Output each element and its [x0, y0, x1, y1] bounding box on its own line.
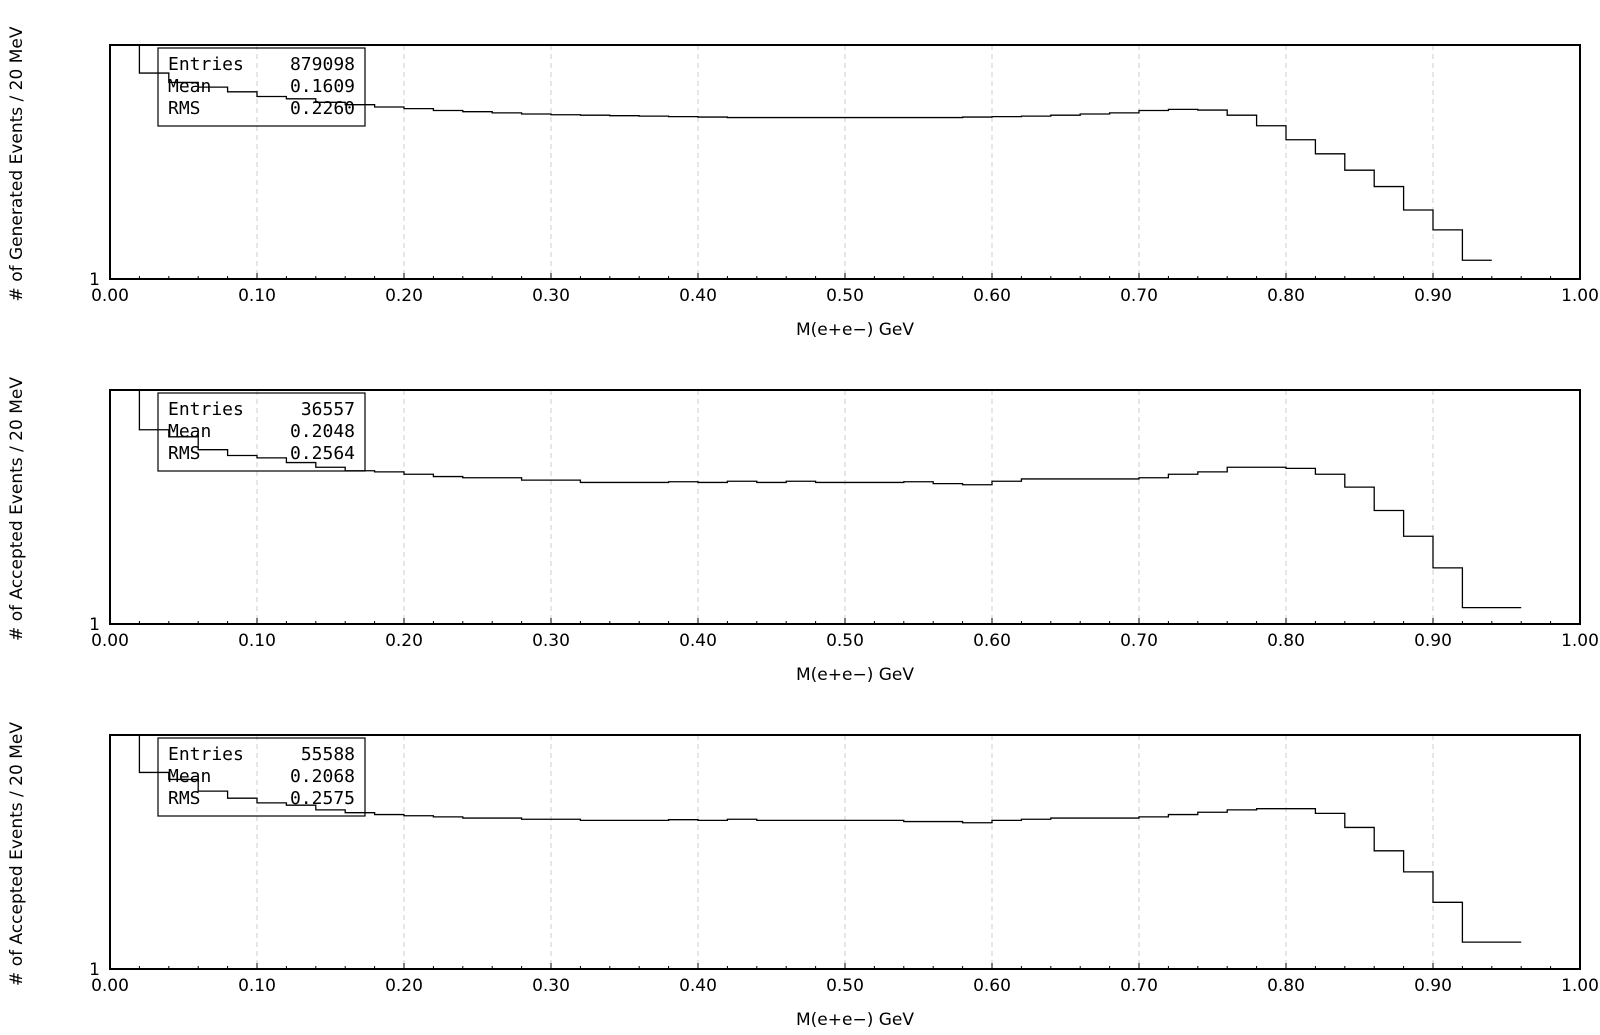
stats-label: RMS	[168, 98, 201, 119]
x-tick-label: 1.00	[1561, 976, 1599, 996]
x-tick-label: 0.20	[385, 631, 423, 651]
y-axis-label: # of Accepted Events / 20 MeV	[7, 722, 27, 986]
chart-panel-2: 0.00 0.10 0.20 0.30 0.40 0.50 0.60 0.70 0.80 0.90…	[7, 377, 1599, 685]
stats-box: Entries 879098 Mean 0.1609 RMS 0.2260	[157, 47, 366, 127]
x-tick-label: 1.00	[1561, 631, 1599, 651]
x-tick-label: 0.20	[385, 976, 423, 996]
x-tick-label: 0.50	[826, 286, 864, 306]
stats-value: 0.2260	[290, 98, 355, 119]
stats-value: 55588	[301, 744, 355, 765]
stats-value: 879098	[290, 54, 355, 75]
chart-panel-1: 0.00 0.10 0.20 0.30 0.40 0.50 0.60 0.70 0.80 0.90…	[7, 26, 1599, 340]
stats-value: 0.2048	[290, 421, 355, 442]
x-tick-label: 0.90	[1414, 631, 1452, 651]
x-tick-label: 0.60	[973, 631, 1011, 651]
stats-value: 0.1609	[290, 76, 355, 97]
x-tick-label: 0.40	[679, 976, 717, 996]
x-tick-label: 0.80	[1267, 976, 1305, 996]
x-tick-label: 0.30	[532, 286, 570, 306]
stats-box-frame	[157, 737, 366, 817]
x-tick-label: 0.10	[238, 631, 276, 651]
stats-value: 0.2575	[290, 788, 355, 809]
stats-value: 0.2068	[290, 766, 355, 787]
y-tick-label: 1	[89, 960, 100, 980]
stats-label: Entries	[168, 54, 244, 75]
x-tick-label: 0.90	[1414, 286, 1452, 306]
x-tick-label: 0.20	[385, 286, 423, 306]
x-tick-label: 0.40	[679, 631, 717, 651]
x-tick-label: 0.00	[91, 631, 129, 651]
histogram-series	[110, 44, 1492, 261]
x-tick-label: 0.00	[91, 976, 129, 996]
x-tick-label: 0.80	[1267, 631, 1305, 651]
x-tick-label: 0.30	[532, 976, 570, 996]
x-tick-label: 0.40	[679, 286, 717, 306]
stats-label: Entries	[168, 744, 244, 765]
x-tick-label: 0.50	[826, 976, 864, 996]
x-tick-label: 0.70	[1120, 286, 1158, 306]
stats-value: 36557	[301, 399, 355, 420]
x-tick-label: 0.70	[1120, 631, 1158, 651]
x-axis-label: M(e+e−) GeV	[796, 1010, 914, 1030]
y-tick-label: 1	[89, 270, 100, 290]
stats-label: RMS	[168, 443, 201, 464]
histogram-series	[110, 389, 1522, 609]
x-axis-label: M(e+e−) GeV	[796, 665, 914, 685]
x-tick-label: 0.90	[1414, 976, 1452, 996]
x-tick-label: 0.70	[1120, 976, 1158, 996]
y-axis-label: # of Generated Events / 20 MeV	[7, 26, 27, 301]
stats-box-frame	[157, 392, 366, 472]
stats-box: Entries 36557 Mean 0.2048 RMS 0.2564	[157, 392, 366, 472]
stats-box: Entries 55588 Mean 0.2068 RMS 0.2575	[157, 737, 366, 817]
x-tick-label: 0.60	[973, 976, 1011, 996]
x-tick-label: 0.10	[238, 976, 276, 996]
plot-frame	[109, 389, 1581, 625]
x-tick-label: 0.00	[91, 286, 129, 306]
x-axis-label: M(e+e−) GeV	[796, 320, 914, 340]
stats-box-frame	[157, 47, 366, 127]
stats-label: Mean	[168, 766, 211, 787]
plot-frame	[109, 734, 1581, 970]
x-tick-label: 0.60	[973, 286, 1011, 306]
x-tick-label: 0.50	[826, 631, 864, 651]
stats-label: RMS	[168, 788, 201, 809]
x-tick-label: 1.00	[1561, 286, 1599, 306]
stats-label: Entries	[168, 399, 244, 420]
plot-frame	[109, 44, 1581, 280]
x-tick-label: 0.80	[1267, 286, 1305, 306]
histogram-series	[110, 734, 1522, 943]
chart-panel-3: 0.00 0.10 0.20 0.30 0.40 0.50 0.60 0.70 0.80 0.90…	[7, 722, 1599, 1030]
x-tick-label: 0.10	[238, 286, 276, 306]
stats-label: Mean	[168, 421, 211, 442]
stats-label: Mean	[168, 76, 211, 97]
stats-value: 0.2564	[290, 443, 355, 464]
y-axis-label: # of Accepted Events / 20 MeV	[7, 377, 27, 641]
x-tick-label: 0.30	[532, 631, 570, 651]
y-tick-label: 1	[89, 615, 100, 635]
